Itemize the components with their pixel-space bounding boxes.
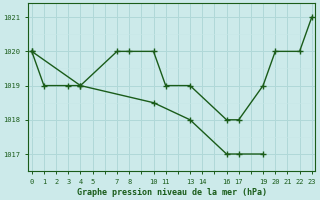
X-axis label: Graphe pression niveau de la mer (hPa): Graphe pression niveau de la mer (hPa) [77,188,267,197]
